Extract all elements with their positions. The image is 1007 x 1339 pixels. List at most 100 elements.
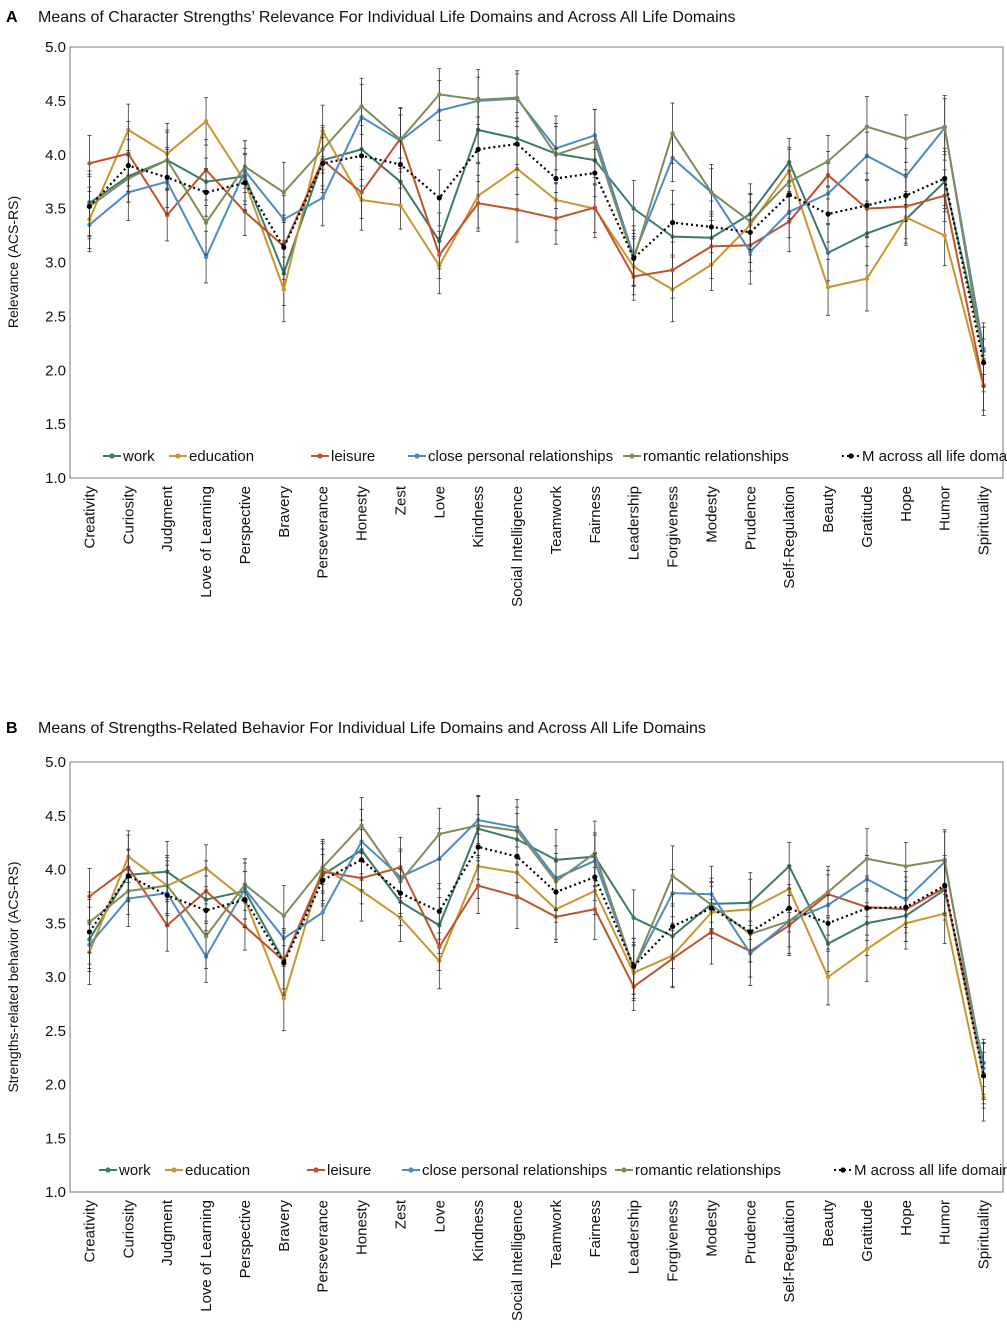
x-tick-label: Forgiveness (665, 1200, 682, 1282)
x-tick-label: Zest (392, 485, 409, 515)
data-point (942, 124, 947, 129)
y-tick-label: 2.5 (45, 1023, 66, 1040)
data-point (398, 203, 403, 208)
data-point (669, 923, 676, 930)
data-point (514, 854, 520, 860)
x-tick-label: Hope (898, 1200, 915, 1236)
data-point (864, 905, 870, 911)
legend-swatch-marker (408, 1167, 414, 1173)
data-point (359, 823, 364, 828)
x-tick-label: Prudence (742, 1200, 759, 1264)
chart-title: Means of Character Strengths’ Relevance … (38, 9, 736, 26)
series-line (88, 818, 985, 1069)
data-point (903, 864, 909, 869)
series-leisure (87, 108, 986, 416)
series-close (87, 796, 986, 1095)
data-point (437, 831, 442, 837)
x-tick-label: Spirituality (976, 486, 993, 556)
x-tick-label: Perspective (237, 486, 254, 564)
x-tick-label: Leadership (626, 1200, 643, 1274)
data-point (631, 255, 637, 261)
legend-label: romantic relationships (643, 448, 789, 465)
x-tick-label: Prudence (742, 486, 759, 550)
data-point (437, 944, 442, 950)
data-point (281, 244, 287, 251)
data-point (942, 233, 947, 238)
x-tick-label: Self-Regulation (781, 486, 798, 589)
series-work (87, 796, 986, 1088)
x-tick-label: Humor (937, 1200, 954, 1245)
x-tick-label: Bravery (276, 1200, 293, 1252)
panel-letter: A (6, 9, 18, 26)
legend-swatch-marker (313, 1167, 319, 1173)
data-point (164, 892, 170, 898)
data-point (203, 933, 209, 939)
legend-swatch-marker (414, 453, 420, 459)
data-point (359, 104, 364, 109)
x-tick-label: Modesty (703, 1200, 720, 1257)
data-point (475, 844, 481, 850)
legend-swatch-marker (175, 453, 181, 459)
y-tick-label: 1.0 (45, 470, 66, 487)
data-point (87, 161, 92, 166)
legend-label: work (122, 448, 155, 465)
legend-label: education (185, 1162, 250, 1179)
data-point (437, 92, 442, 97)
data-point (242, 180, 248, 186)
y-tick-label: 4.0 (45, 862, 66, 879)
data-point (747, 229, 753, 235)
data-point (553, 216, 559, 221)
data-point (786, 192, 792, 198)
data-point (942, 175, 948, 182)
data-point (203, 907, 209, 913)
x-tick-label: Judgment (159, 485, 176, 552)
x-tick-label: Teamwork (548, 486, 565, 555)
data-point (786, 905, 792, 911)
x-tick-label: Fairness (587, 1200, 604, 1258)
data-point (709, 190, 714, 195)
data-point (553, 889, 559, 895)
series-line (88, 823, 985, 1077)
series-mean (86, 116, 987, 387)
data-point (825, 159, 831, 164)
plot-frame (69, 761, 1004, 1193)
x-tick-label: Kindness (470, 1200, 487, 1262)
y-tick-label: 1.5 (45, 416, 66, 433)
data-point (242, 897, 248, 903)
series-line (88, 827, 985, 1064)
x-tick-label: Hope (898, 486, 915, 522)
data-point (475, 201, 481, 206)
x-tick-label: Curiosity (120, 1200, 137, 1259)
data-point (864, 124, 870, 129)
data-point (670, 873, 675, 879)
x-tick-label: Love (431, 486, 448, 519)
data-point (475, 883, 481, 888)
y-tick-label: 3.0 (45, 969, 66, 986)
series-romantic (87, 794, 986, 1109)
data-point (281, 996, 287, 1001)
data-point (475, 97, 481, 102)
data-point (903, 193, 909, 199)
legend-label: M across all life domains (862, 448, 1007, 465)
x-tick-label: Love (431, 1200, 448, 1233)
y-tick-label: 2.0 (45, 1077, 66, 1094)
y-tick-label: 5.0 (45, 754, 66, 771)
data-point (903, 904, 909, 910)
x-tick-label: Creativity (81, 1200, 98, 1263)
data-point (358, 857, 365, 863)
legend-label: leisure (331, 448, 375, 465)
x-tick-label: Self-Regulation (781, 1200, 798, 1303)
series-line (88, 93, 985, 360)
x-tick-label: Beauty (820, 1200, 837, 1247)
data-point (670, 267, 675, 273)
data-point (825, 250, 831, 256)
data-point (825, 974, 831, 980)
x-tick-label: Beauty (820, 486, 837, 533)
data-point (514, 207, 520, 212)
data-point (592, 874, 598, 880)
data-point (203, 220, 209, 225)
x-tick-label: Social Intelligence (509, 1200, 526, 1321)
data-point (397, 890, 404, 896)
legend-swatch-marker (621, 1167, 627, 1173)
